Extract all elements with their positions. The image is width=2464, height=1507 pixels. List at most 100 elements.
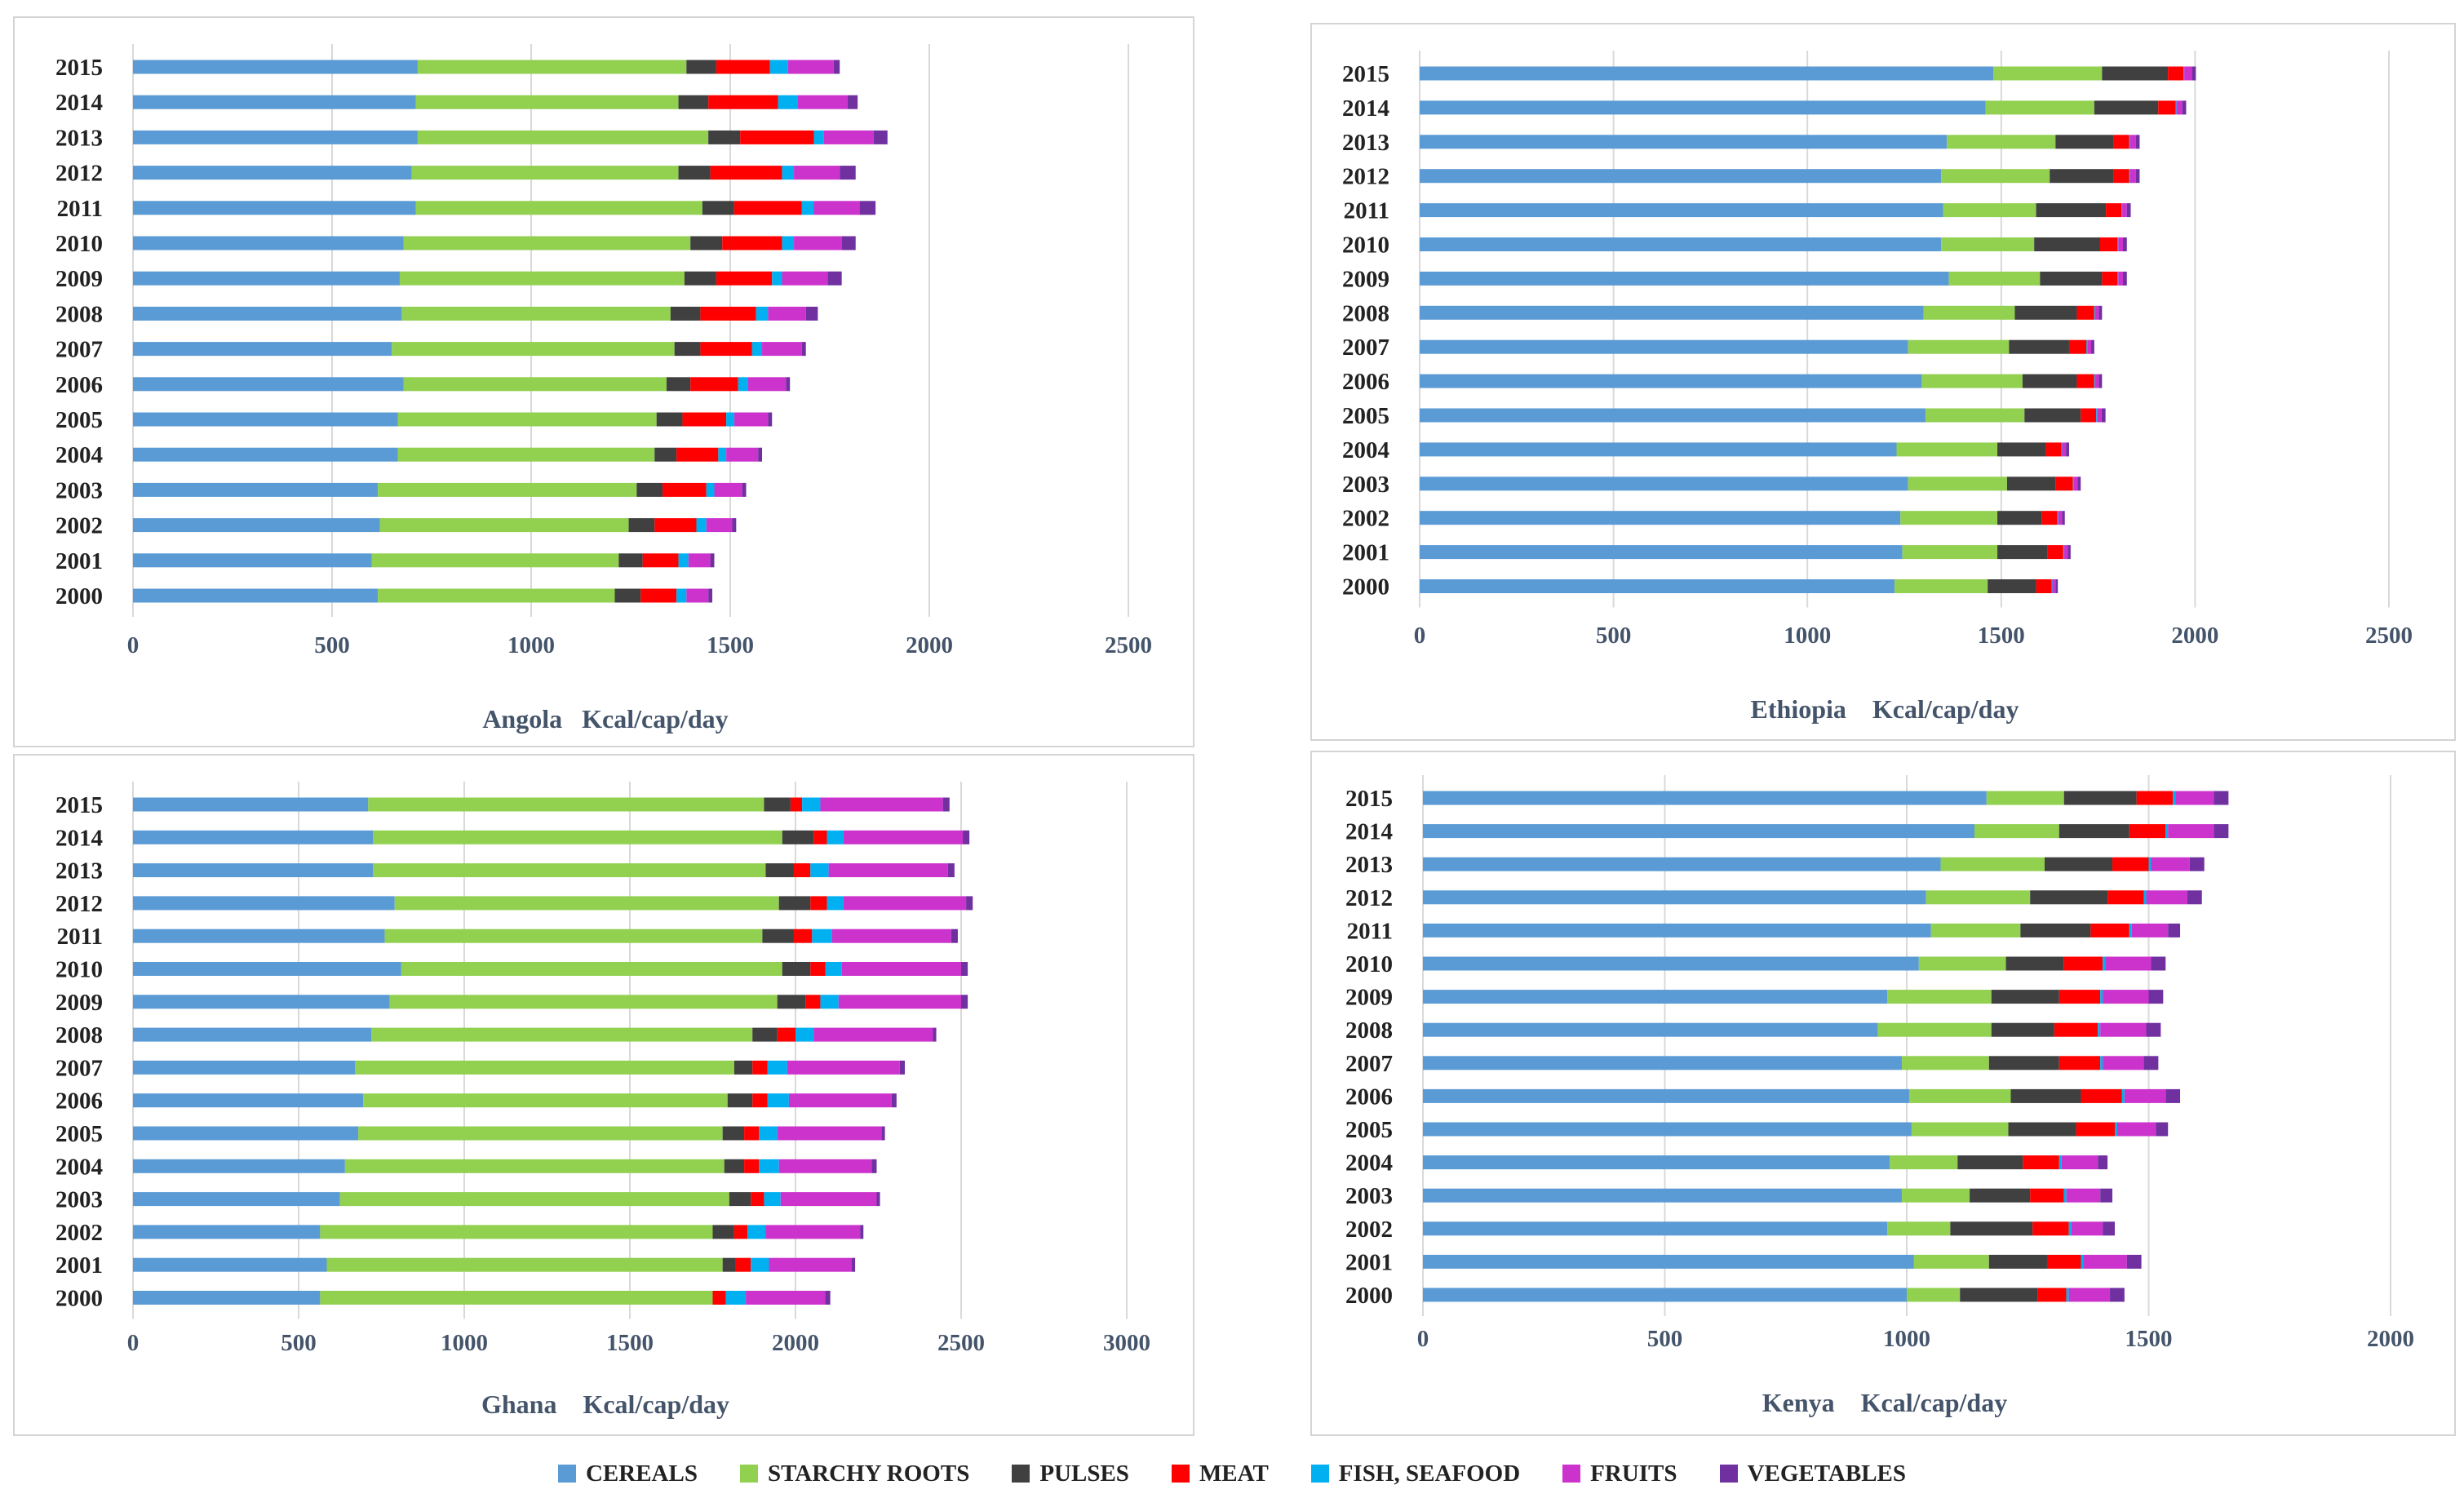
- x-tick-label: 2500: [1105, 632, 1152, 658]
- bar-cereals-2008: [133, 306, 402, 321]
- bar-fruits-2001: [2083, 1254, 2127, 1269]
- bar-fish-seafood-2005: [759, 1126, 778, 1141]
- bar-fruits-2000: [686, 588, 709, 603]
- bar-vegetables-2011: [859, 201, 876, 215]
- bar-fruits-2001: [2063, 545, 2068, 560]
- bar-pulses-2009: [2040, 271, 2103, 286]
- bar-starchy-roots-2001: [1902, 545, 1998, 560]
- bar-starchy-roots-2014: [1974, 824, 2059, 839]
- bar-starchy-roots-2009: [389, 995, 778, 1009]
- bar-starchy-roots-2010: [1918, 956, 2006, 971]
- bar-starchy-roots-2012: [1941, 169, 2050, 184]
- y-tick-label: 2008: [1345, 1017, 1393, 1044]
- bar-meat-2013: [793, 863, 811, 878]
- bar-pulses-2008: [752, 1027, 778, 1042]
- bar-meat-2007: [2059, 1056, 2101, 1070]
- bar-pulses-2013: [2055, 135, 2114, 149]
- bar-pulses-2006: [2010, 1088, 2081, 1103]
- bar-cereals-2005: [133, 1126, 359, 1141]
- bar-cereals-2003: [1423, 1188, 1903, 1203]
- bar-cereals-2012: [1420, 169, 1942, 184]
- chart-title: Ethiopia Kcal/cap/day: [1751, 694, 2019, 724]
- bar-cereals-2001: [1423, 1254, 1914, 1269]
- bar-vegetables-2011: [2126, 203, 2131, 218]
- bar-pulses-2007: [733, 1060, 753, 1075]
- bar-pulses-2013: [765, 863, 794, 878]
- bar-fish-seafood-2010: [2103, 956, 2106, 971]
- bar-fish-seafood-2006: [738, 377, 748, 392]
- bar-vegetables-2008: [933, 1027, 937, 1042]
- y-tick-label: 2011: [57, 196, 103, 222]
- bar-starchy-roots-2002: [320, 1225, 713, 1239]
- legend-label: VEGETABLES: [1747, 1460, 1907, 1487]
- y-tick-label: 2001: [55, 548, 103, 574]
- bar-vegetables-2000: [2055, 579, 2059, 593]
- bar-vegetables-2001: [710, 553, 715, 568]
- bar-meat-2010: [2063, 956, 2103, 971]
- chart-title: Ghana Kcal/cap/day: [481, 1390, 729, 1419]
- bar-starchy-roots-2003: [378, 482, 637, 497]
- bar-pulses-2003: [636, 482, 663, 497]
- bar-fish-seafood-2015: [2173, 791, 2176, 805]
- legend-label: CEREALS: [585, 1460, 698, 1487]
- bar-pulses-2015: [764, 797, 791, 812]
- bar-fish-seafood-2009: [2117, 271, 2119, 286]
- bar-pulses-2005: [2024, 408, 2081, 423]
- bar-pulses-2012: [2030, 890, 2108, 905]
- bar-starchy-roots-2009: [1948, 271, 2041, 286]
- bar-vegetables-2005: [2101, 408, 2106, 423]
- bar-cereals-2009: [133, 995, 390, 1009]
- chart-legend: CEREALS STARCHY ROOTS PULSES MEAT FISH, …: [0, 1449, 2464, 1498]
- bar-fruits-2002: [765, 1225, 861, 1239]
- bar-starchy-roots-2014: [1985, 100, 2094, 115]
- bar-vegetables-2005: [881, 1126, 885, 1141]
- bar-fruits-2012: [2129, 169, 2136, 184]
- y-tick-label: 2015: [55, 792, 103, 818]
- bar-fish-seafood-2007: [767, 1060, 787, 1075]
- y-tick-label: 2003: [1345, 1183, 1393, 1209]
- bar-cereals-2002: [1423, 1221, 1888, 1236]
- bar-meat-2003: [2055, 476, 2073, 491]
- bar-fish-seafood-2012: [2143, 890, 2147, 905]
- bar-fruits-2006: [2124, 1088, 2166, 1103]
- y-tick-label: 2014: [1342, 95, 1389, 122]
- bar-starchy-roots-2015: [417, 60, 687, 74]
- x-tick-label: 2000: [2367, 1326, 2414, 1352]
- x-tick-label: 0: [1417, 1326, 1429, 1352]
- bar-fruits-2010: [794, 236, 842, 250]
- bar-vegetables-2004: [2066, 442, 2069, 457]
- bar-fish-seafood-2012: [827, 896, 844, 911]
- bar-fish-seafood-2001: [2081, 1254, 2084, 1269]
- y-tick-label: 2012: [55, 891, 103, 917]
- chart-panel-angola: 2015 2014 2013 2012 2011 2010 2009 2008 2007 2006…: [13, 16, 1194, 747]
- bar-meat-2009: [716, 271, 773, 286]
- y-tick-label: 2001: [55, 1252, 103, 1279]
- y-tick-label: 2000: [1342, 574, 1389, 601]
- bar-vegetables-2007: [899, 1060, 905, 1075]
- bar-meat-2000: [640, 588, 677, 603]
- bar-cereals-2011: [133, 929, 385, 943]
- bar-fruits-2000: [2052, 579, 2056, 593]
- y-tick-label: 2006: [55, 1088, 103, 1115]
- bar-fruits-2005: [733, 412, 769, 427]
- bar-pulses-2004: [724, 1159, 745, 1173]
- bar-cereals-2002: [133, 1225, 321, 1239]
- bar-pulses-2000: [614, 588, 641, 603]
- bar-fruits-2007: [2087, 339, 2092, 354]
- legend-item-starchy-roots: STARCHY ROOTS: [739, 1460, 969, 1487]
- bar-cereals-2009: [133, 271, 400, 286]
- y-tick-label: 2010: [1345, 951, 1393, 977]
- bar-meat-2002: [654, 518, 697, 533]
- bar-meat-2001: [735, 1257, 751, 1272]
- bar-fruits-2012: [2146, 890, 2187, 905]
- bar-cereals-2002: [133, 518, 380, 533]
- bar-fruits-2002: [2058, 511, 2063, 525]
- bar-pulses-2000: [1960, 1288, 2038, 1302]
- bar-cereals-2002: [1420, 511, 1901, 525]
- bar-fruits-2010: [841, 962, 961, 976]
- bar-starchy-roots-2004: [1896, 442, 1998, 457]
- bar-starchy-roots-2013: [1947, 135, 2056, 149]
- x-tick-label: 2000: [772, 1330, 819, 1356]
- bar-pulses-2007: [2009, 339, 2069, 354]
- bar-pulses-2004: [1957, 1155, 2023, 1170]
